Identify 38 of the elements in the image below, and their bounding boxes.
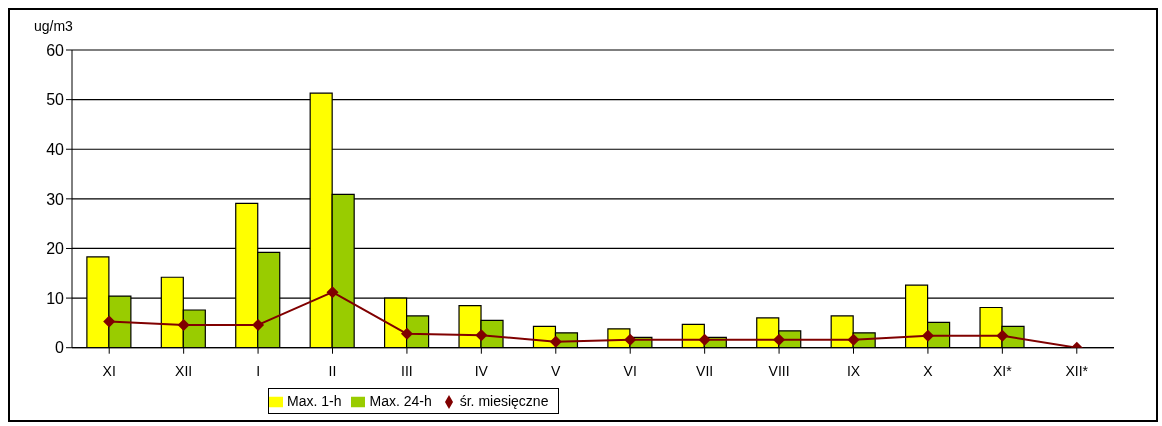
x-tick-label: X xyxy=(923,362,934,379)
y-tick-label: 0 xyxy=(55,339,65,357)
point xyxy=(921,329,934,342)
x-tick-label: XII xyxy=(175,362,193,379)
point xyxy=(996,329,1009,342)
legend-label: Max. 1-h xyxy=(287,392,342,409)
point xyxy=(400,327,413,340)
point xyxy=(252,318,265,331)
x-tick-label: I xyxy=(256,362,261,379)
legend-label: Max. 24-h xyxy=(369,392,432,409)
x-tick-label: VIII xyxy=(768,362,790,379)
y-tick-label: 60 xyxy=(46,41,65,59)
point xyxy=(326,286,339,299)
x-tick-label: VII xyxy=(696,362,714,379)
x-tick-label: IX xyxy=(846,362,861,379)
point xyxy=(475,329,488,342)
x-tick-label: II xyxy=(328,362,337,379)
x-tick-label: V xyxy=(551,362,562,379)
y-tick-label: 10 xyxy=(46,289,65,307)
point xyxy=(103,315,116,328)
point xyxy=(624,333,637,346)
point xyxy=(177,318,190,331)
y-tick-label: 20 xyxy=(46,240,65,258)
x-tick-label: XI* xyxy=(993,362,1013,379)
y-tick-label: 30 xyxy=(46,190,65,208)
x-tick-label: III xyxy=(401,362,413,379)
y-tick-label: 40 xyxy=(46,140,65,158)
legend-label: śr. miesięczne xyxy=(459,392,549,409)
x-tick-label: VI xyxy=(623,362,637,379)
axis-title: ug/m3 xyxy=(34,18,73,34)
x-tick-label: IV xyxy=(474,362,489,379)
y-tick-label: 50 xyxy=(46,91,65,109)
point xyxy=(847,333,860,346)
point xyxy=(549,335,562,348)
x-tick-label: XII* xyxy=(1065,362,1089,379)
point xyxy=(773,333,786,346)
x-tick-label: XI xyxy=(102,362,116,379)
point xyxy=(698,333,711,346)
